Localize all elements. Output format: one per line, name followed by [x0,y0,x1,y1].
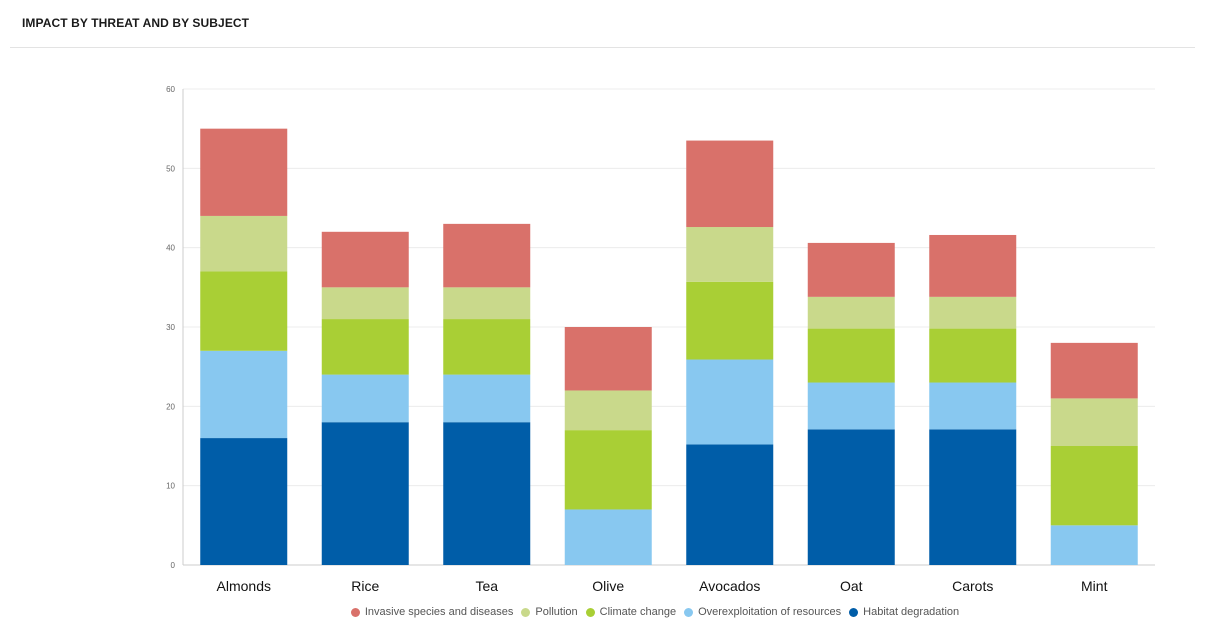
legend-item[interactable]: Habitat degradation [849,606,959,618]
x-tick-label: Olive [592,578,624,594]
x-tick-label: Rice [351,578,379,594]
bar-segment [929,296,1017,329]
y-tick-label: 20 [166,402,175,411]
bar-segment [1050,525,1138,565]
y-tick-label: 10 [166,482,175,491]
legend-item[interactable]: Overexploitation of resources [684,606,841,618]
bar-segment [443,223,531,288]
bar-segment [686,227,774,282]
legend-swatch [350,607,360,617]
legend-label: Climate change [599,606,677,618]
legend-item[interactable]: Climate change [585,606,677,618]
bar-segment [200,350,288,439]
y-tick-label: 50 [166,164,175,173]
bar-segment [686,140,774,228]
legend-label: Overexploitation of resources [698,606,842,618]
chart-legend: Invasive species and diseases Pollution Cl… [0,606,1220,618]
bar-segment [929,328,1017,383]
bar-segment [321,319,409,375]
bar-segment [807,382,895,430]
legend-item[interactable]: Pollution [521,606,578,618]
x-tick-label: Carots [952,578,993,594]
legend-label: Invasive species and diseases [364,606,514,618]
bar-segment [443,374,531,423]
bar-segment [321,231,409,288]
bar-segment [200,438,288,565]
x-tick-label: Almonds [217,578,271,594]
bar-segment [200,215,288,272]
bar-segment [929,382,1017,430]
bar-segment [564,430,652,510]
legend-swatch [585,607,595,617]
bar-segment [443,319,531,375]
bar-segment [443,287,531,320]
legend-label: Habitat degradation [863,606,960,618]
bar-segment [564,509,652,565]
bar-segment [1050,398,1138,446]
bar-segment [686,444,774,565]
bar-segment [564,327,652,391]
bar-segment [686,281,774,360]
legend-swatch [684,607,694,617]
bar-segment [929,234,1017,297]
x-tick-label: Tea [475,578,498,594]
legend-label: Pollution [535,606,578,618]
bar-segment [1050,342,1138,399]
bar-segment [807,296,895,329]
bar-segment [929,429,1017,565]
bar-segment [321,374,409,423]
y-tick-label: 40 [166,244,175,253]
bar-segment [807,328,895,383]
bar-segment [564,390,652,431]
bar-segment [807,429,895,565]
legend-swatch [521,607,531,617]
bar-segment [200,128,288,216]
bar-segment [807,242,895,297]
bar-segment [1050,446,1138,526]
chart-header: IMPACT BY THREAT AND BY SUBJECT [10,0,1195,48]
y-tick-label: 30 [166,323,175,332]
bar-segment [321,287,409,320]
x-tick-label: Mint [1081,578,1108,594]
x-tick-label: Avocados [699,578,760,594]
legend-item[interactable]: Invasive species and diseases [350,606,514,618]
bar-segment [686,359,774,445]
bar-segment [443,422,531,565]
y-tick-label: 0 [171,561,176,570]
y-tick-label: 60 [166,85,175,94]
stacked-bar-chart: 0 10 20 30 40 50 60 Almonds Rice Tea Olive Avocados… [166,85,1155,594]
bar-segment [200,271,288,351]
bar-segment [321,422,409,565]
chart-title: IMPACT BY THREAT AND BY SUBJECT [22,16,250,30]
x-tick-label: Oat [840,578,863,594]
legend-swatch [849,607,859,617]
